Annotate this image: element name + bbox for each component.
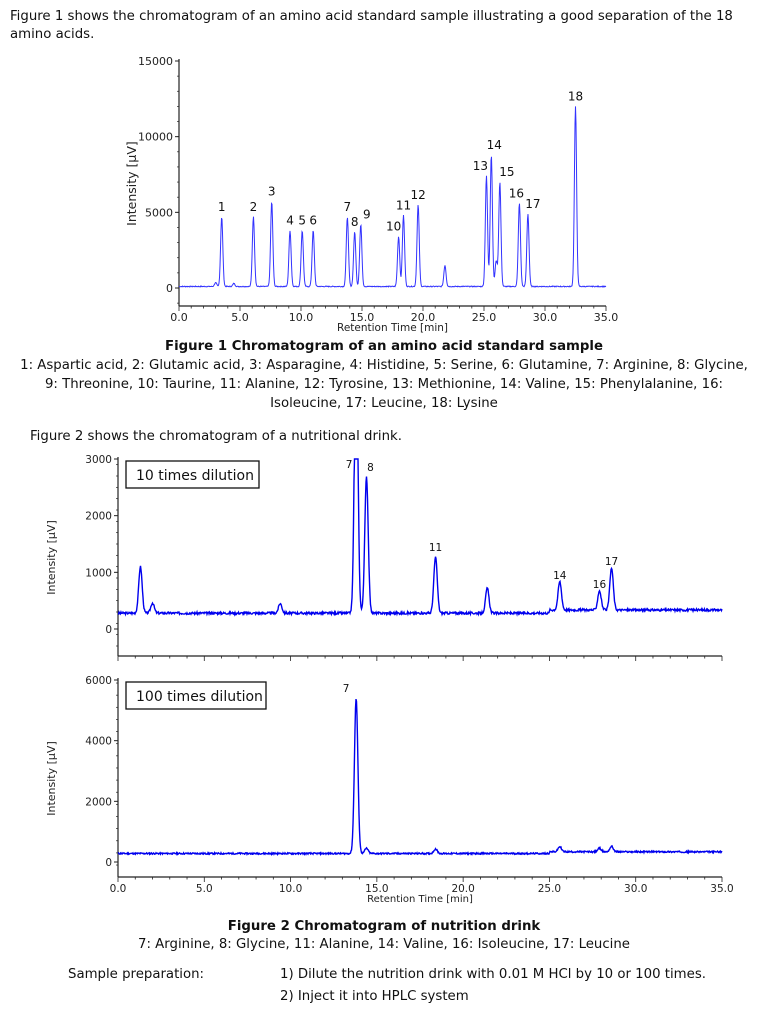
chromatogram-trace <box>117 698 723 857</box>
peak-label: 7 <box>346 459 353 471</box>
peak-label: 17 <box>605 556 618 568</box>
figure2-caption: Figure 2 Chromatogram of nutrition drink <box>227 919 541 934</box>
sample-prep-step-1: 1) Dilute the nutrition drink with 0.01 … <box>280 967 706 982</box>
peak-label: 3 <box>268 185 276 199</box>
chromatogram-trace <box>178 106 607 288</box>
peak-label: 17 <box>525 197 540 211</box>
chromatogram-trace <box>117 458 723 617</box>
x-tick-label: 15.0 <box>350 311 375 324</box>
y-tick-label: 0 <box>166 282 173 295</box>
y-tick-label: 10000 <box>138 131 173 144</box>
y-tick-label: 3000 <box>85 454 112 466</box>
panel-label-box <box>125 681 267 710</box>
peak-label: 16 <box>509 186 524 200</box>
peak-label: 8 <box>367 462 374 474</box>
figure2-legend: 7: Arginine, 8: Glycine, 11: Alanine, 14… <box>138 937 630 952</box>
panel-label-box <box>125 460 260 489</box>
peak-label: 14 <box>487 138 502 152</box>
peak-label: 9 <box>363 207 371 221</box>
peak-label: 11 <box>429 542 442 554</box>
peak-label: 16 <box>593 579 607 591</box>
y-tick-label: 5000 <box>145 206 173 219</box>
y-tick-label: 15000 <box>138 55 173 68</box>
y-axis-label: Intensity [µV] <box>45 741 58 815</box>
x-axis-label: Retention Time [min] <box>367 894 473 905</box>
figure1-legend-line-1: 1: Aspartic acid, 2: Glutamic acid, 3: A… <box>20 358 748 373</box>
x-tick-label: 25.0 <box>538 883 561 895</box>
figure1-legend-line-3: Isoleucine, 17: Leucine, 18: Lysine <box>270 396 498 411</box>
peak-label: 8 <box>351 215 359 229</box>
intro-figure1: Figure 1 shows the chromatogram of an am… <box>10 9 733 42</box>
peak-label: 14 <box>553 570 567 582</box>
x-tick-label: 5.0 <box>231 311 249 324</box>
x-tick-label: 25.0 <box>472 311 497 324</box>
peak-label: 6 <box>309 213 317 227</box>
peak-label: 7 <box>343 683 350 695</box>
x-tick-label: 0.0 <box>170 311 188 324</box>
x-tick-label: 20.0 <box>451 883 474 895</box>
peak-label: 13 <box>473 159 488 173</box>
y-tick-label: 6000 <box>85 675 112 687</box>
peak-label: 2 <box>250 200 258 214</box>
peak-label: 7 <box>344 200 352 214</box>
chart-figure1: 0 5000 10000 15000 0.0 5.0 10.0 15.0 20.0 25.0 30.… <box>124 55 619 334</box>
y-tick-label: 4000 <box>85 736 112 748</box>
y-tick-label: 0 <box>105 857 112 869</box>
x-tick-label: 10.0 <box>279 883 302 895</box>
x-tick-label: 30.0 <box>533 311 558 324</box>
y-tick-label: 2000 <box>85 796 112 808</box>
x-axis-label: Retention Time [min] <box>337 322 448 334</box>
x-tick-label: 0.0 <box>110 883 127 895</box>
figure1-legend-line-2: 9: Threonine, 10: Taurine, 11: Alanine, … <box>44 377 724 392</box>
sample-prep-step-2: 2) Inject it into HPLC system <box>280 989 469 1004</box>
peak-label: 15 <box>499 165 514 179</box>
panel-label: 100 times dilution <box>136 689 263 705</box>
x-tick-label: 15.0 <box>365 883 388 895</box>
sample-prep-label: Sample preparation: <box>68 967 205 982</box>
panel-label: 10 times dilution <box>136 468 254 484</box>
y-tick-label: 0 <box>105 624 112 636</box>
x-tick-label: 35.0 <box>710 883 733 895</box>
x-tick-label: 5.0 <box>196 883 213 895</box>
peak-label: 10 <box>386 220 401 234</box>
peak-label: 18 <box>568 89 583 103</box>
peak-label: 12 <box>410 188 425 202</box>
y-tick-label: 1000 <box>85 567 112 579</box>
x-tick-label: 35.0 <box>594 311 619 324</box>
peak-label: 1 <box>218 200 226 214</box>
x-tick-label: 10.0 <box>289 311 314 324</box>
y-axis-label: Intensity [µV] <box>45 520 58 594</box>
x-tick-label: 20.0 <box>411 311 436 324</box>
intro-figure2: Figure 2 shows the chromatogram of a nut… <box>30 429 402 444</box>
x-tick-label: 30.0 <box>624 883 647 895</box>
y-axis-label: Intensity [µV] <box>124 141 139 226</box>
figure1-caption: Figure 1 Chromatogram of an amino acid s… <box>164 339 604 354</box>
peak-label: 5 <box>298 213 306 227</box>
peak-label: 4 <box>286 213 294 227</box>
y-tick-label: 2000 <box>85 511 112 523</box>
peak-label: 11 <box>396 198 411 212</box>
